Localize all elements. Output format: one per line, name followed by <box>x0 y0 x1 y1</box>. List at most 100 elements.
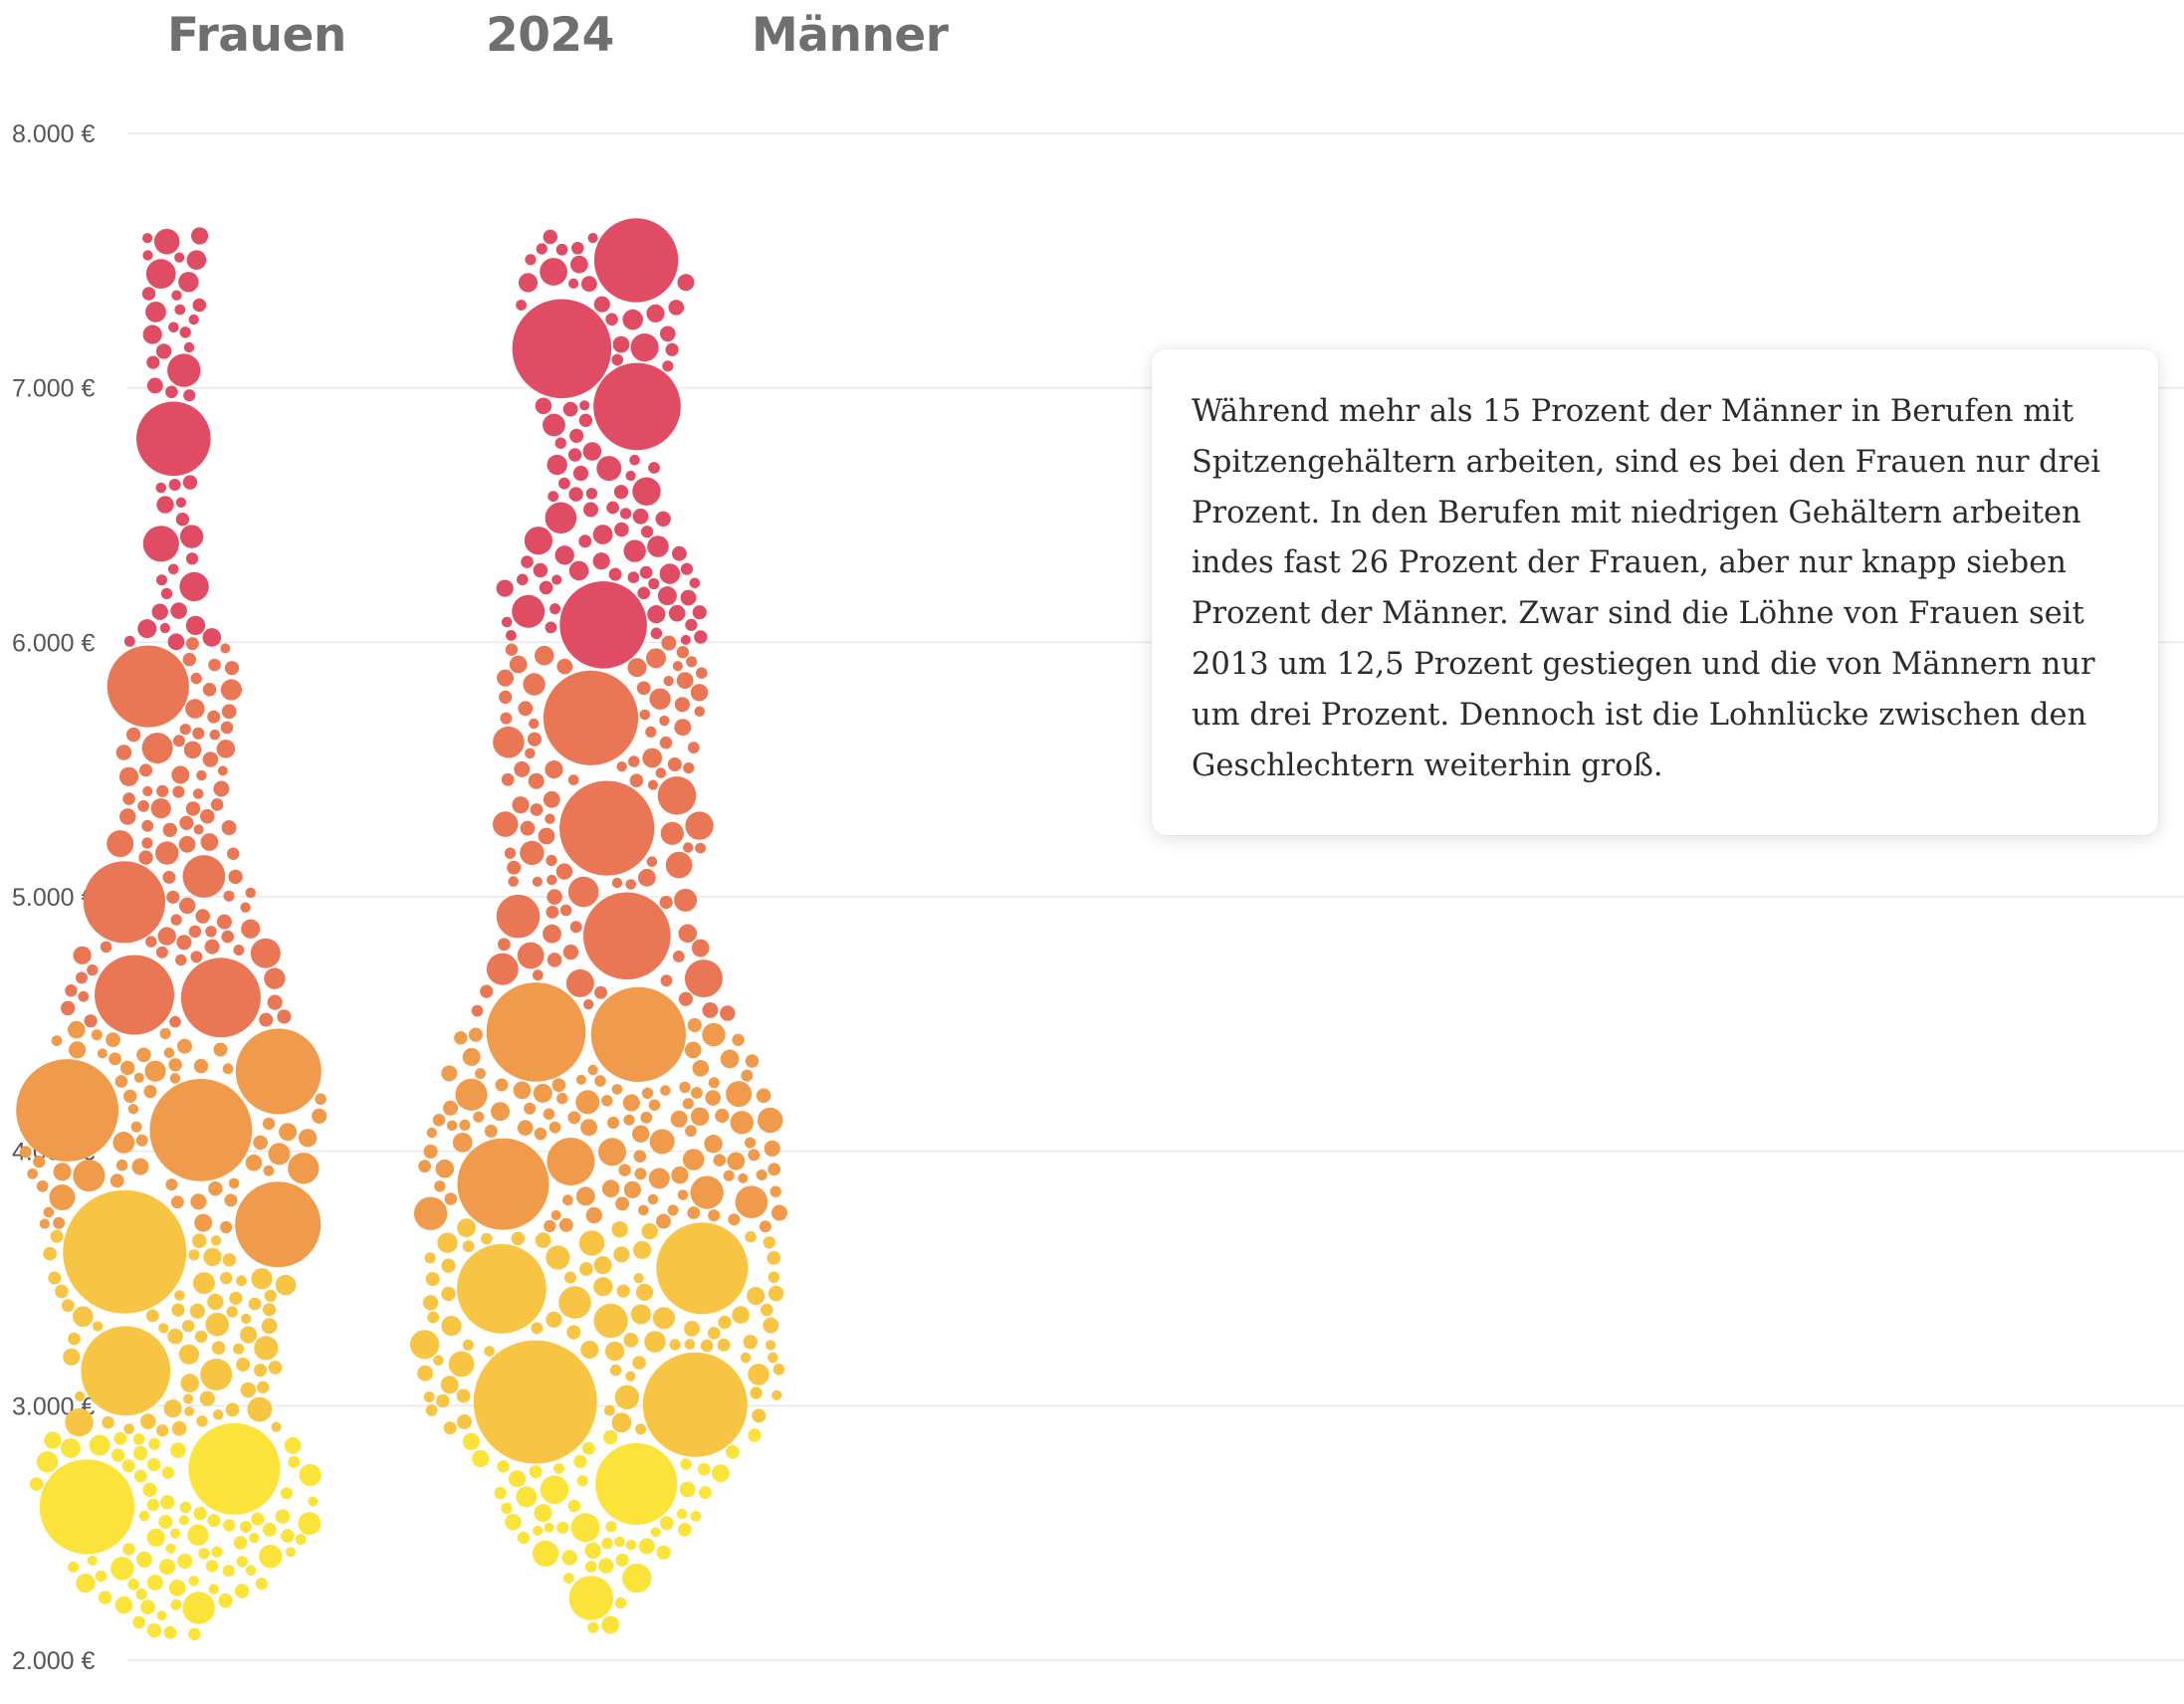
data-bubble-frauen[interactable] <box>179 724 191 736</box>
data-bubble-frauen[interactable] <box>130 1121 142 1133</box>
data-bubble-maenner[interactable] <box>457 1138 549 1230</box>
data-bubble-frauen[interactable] <box>109 1052 121 1066</box>
data-bubble-maenner[interactable] <box>441 1258 456 1273</box>
data-bubble-maenner[interactable] <box>581 1441 595 1455</box>
data-bubble-maenner[interactable] <box>684 1321 700 1337</box>
data-bubble-frauen[interactable] <box>210 1235 222 1246</box>
data-bubble-maenner[interactable] <box>607 1116 620 1130</box>
data-bubble-frauen[interactable] <box>146 1575 163 1591</box>
data-bubble-maenner[interactable] <box>646 648 666 669</box>
data-bubble-maenner[interactable] <box>672 545 687 561</box>
data-bubble-frauen[interactable] <box>144 1060 166 1082</box>
data-bubble-frauen[interactable] <box>189 1303 205 1319</box>
data-bubble-maenner[interactable] <box>544 1219 556 1233</box>
data-bubble-frauen[interactable] <box>170 602 187 619</box>
data-bubble-frauen[interactable] <box>208 1584 219 1595</box>
data-bubble-maenner[interactable] <box>769 1185 781 1197</box>
data-bubble-frauen[interactable] <box>247 1396 273 1422</box>
data-bubble-frauen[interactable] <box>212 1409 224 1420</box>
data-bubble-frauen[interactable] <box>27 1168 39 1179</box>
data-bubble-maenner[interactable] <box>642 747 663 768</box>
data-bubble-frauen[interactable] <box>194 1330 208 1344</box>
data-bubble-frauen[interactable] <box>68 1020 86 1039</box>
data-bubble-frauen[interactable] <box>295 1534 307 1545</box>
data-bubble-frauen[interactable] <box>63 1348 81 1366</box>
data-bubble-frauen[interactable] <box>185 637 199 651</box>
data-bubble-maenner[interactable] <box>422 1295 439 1311</box>
data-bubble-maenner[interactable] <box>638 868 656 887</box>
data-bubble-frauen[interactable] <box>122 792 135 805</box>
data-bubble-maenner[interactable] <box>638 1204 649 1216</box>
data-bubble-frauen[interactable] <box>275 1274 297 1296</box>
data-bubble-frauen[interactable] <box>233 1536 248 1550</box>
data-bubble-maenner[interactable] <box>551 1078 566 1092</box>
data-bubble-frauen[interactable] <box>284 1437 302 1454</box>
data-bubble-maenner[interactable] <box>578 1230 605 1256</box>
data-bubble-frauen[interactable] <box>240 902 251 913</box>
data-bubble-frauen[interactable] <box>170 1195 184 1209</box>
data-bubble-maenner[interactable] <box>702 1002 719 1018</box>
data-bubble-frauen[interactable] <box>100 941 112 954</box>
data-bubble-frauen[interactable] <box>81 1326 171 1416</box>
data-bubble-maenner[interactable] <box>543 413 565 437</box>
data-bubble-maenner[interactable] <box>632 1125 650 1143</box>
data-bubble-maenner[interactable] <box>484 1346 495 1357</box>
data-bubble-frauen[interactable] <box>112 1132 135 1154</box>
data-bubble-maenner[interactable] <box>486 982 586 1082</box>
data-bubble-maenner[interactable] <box>562 401 578 417</box>
data-bubble-maenner[interactable] <box>615 1196 630 1211</box>
data-bubble-frauen[interactable] <box>168 1058 182 1072</box>
data-bubble-maenner[interactable] <box>623 1114 635 1126</box>
data-bubble-maenner[interactable] <box>764 1140 780 1157</box>
data-bubble-maenner[interactable] <box>524 527 553 555</box>
data-bubble-maenner[interactable] <box>686 656 698 668</box>
data-bubble-frauen[interactable] <box>132 1433 145 1445</box>
data-bubble-maenner[interactable] <box>559 780 655 876</box>
data-bubble-frauen[interactable] <box>204 939 220 955</box>
data-bubble-frauen[interactable] <box>115 1159 128 1172</box>
data-bubble-frauen[interactable] <box>207 710 221 724</box>
data-bubble-frauen[interactable] <box>135 1551 152 1568</box>
data-bubble-maenner[interactable] <box>741 1069 754 1082</box>
data-bubble-frauen[interactable] <box>179 571 209 602</box>
data-bubble-frauen[interactable] <box>234 1584 250 1598</box>
data-bubble-frauen[interactable] <box>178 835 196 853</box>
data-bubble-maenner[interactable] <box>691 1087 703 1099</box>
data-bubble-frauen[interactable] <box>171 1420 187 1436</box>
data-bubble-maenner[interactable] <box>650 1527 661 1538</box>
data-bubble-frauen[interactable] <box>155 841 179 865</box>
data-bubble-frauen[interactable] <box>155 1424 169 1437</box>
data-bubble-frauen[interactable] <box>190 951 203 963</box>
data-bubble-frauen[interactable] <box>109 1173 124 1188</box>
data-bubble-maenner[interactable] <box>635 1283 654 1301</box>
data-bubble-maenner[interactable] <box>498 938 511 952</box>
data-bubble-maenner[interactable] <box>426 1127 437 1139</box>
data-bubble-maenner[interactable] <box>532 876 544 887</box>
data-bubble-maenner[interactable] <box>720 1049 740 1069</box>
data-bubble-maenner[interactable] <box>517 942 545 969</box>
data-bubble-frauen[interactable] <box>261 1318 278 1335</box>
data-bubble-frauen[interactable] <box>220 679 242 701</box>
data-bubble-maenner[interactable] <box>446 1120 458 1132</box>
data-bubble-frauen[interactable] <box>95 1570 108 1583</box>
data-bubble-frauen[interactable] <box>263 1165 275 1176</box>
data-bubble-frauen[interactable] <box>123 1423 134 1434</box>
data-bubble-maenner[interactable] <box>694 630 708 644</box>
data-bubble-maenner[interactable] <box>475 1068 486 1080</box>
data-bubble-maenner[interactable] <box>567 1499 581 1513</box>
data-bubble-maenner[interactable] <box>527 732 543 746</box>
data-bubble-maenner[interactable] <box>623 1180 642 1198</box>
data-bubble-frauen[interactable] <box>114 1596 133 1614</box>
data-bubble-frauen[interactable] <box>194 1213 213 1232</box>
data-bubble-frauen[interactable] <box>245 887 256 899</box>
data-bubble-maenner[interactable] <box>546 874 557 886</box>
data-bubble-frauen[interactable] <box>53 1163 72 1181</box>
data-bubble-maenner[interactable] <box>629 773 644 787</box>
data-bubble-maenner[interactable] <box>684 1339 696 1350</box>
data-bubble-frauen[interactable] <box>141 287 156 301</box>
data-bubble-frauen[interactable] <box>44 1431 62 1449</box>
data-bubble-frauen[interactable] <box>200 808 215 824</box>
data-bubble-maenner[interactable] <box>572 465 589 482</box>
data-bubble-maenner[interactable] <box>627 658 647 678</box>
data-bubble-frauen[interactable] <box>179 326 191 338</box>
